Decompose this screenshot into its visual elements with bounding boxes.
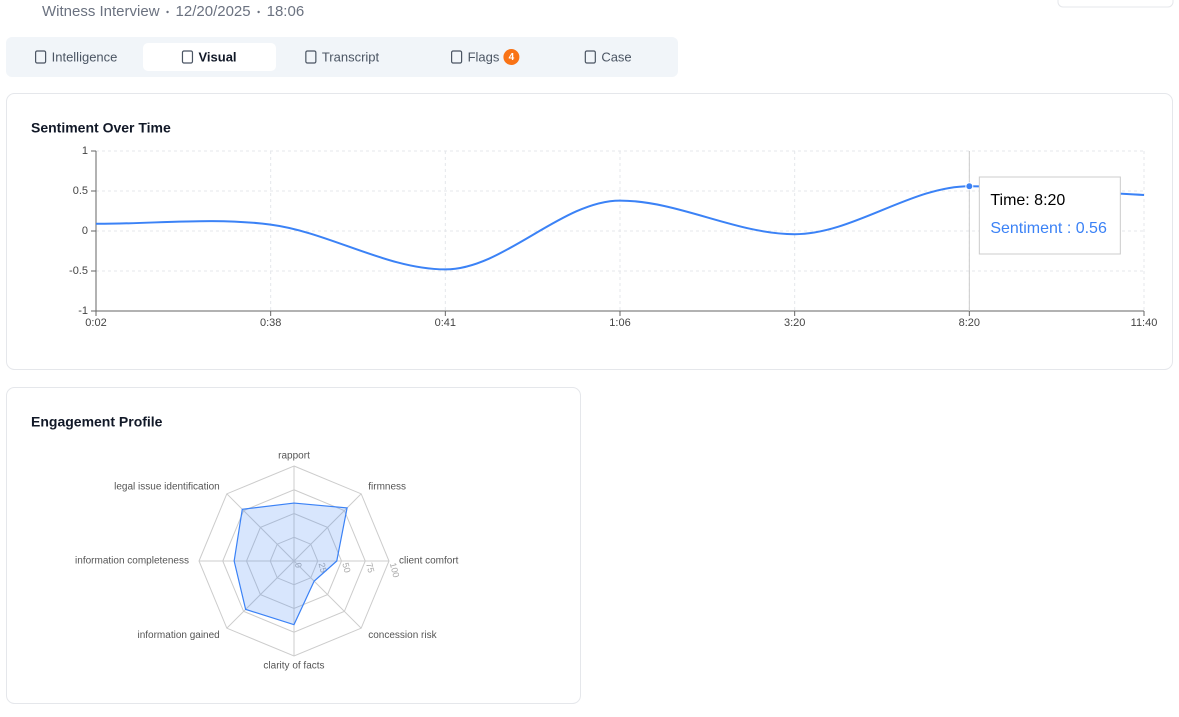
header-meta: 18:06 — [267, 3, 305, 20]
y-tick-label: -1 — [78, 305, 88, 317]
active-dot — [965, 182, 974, 191]
badge-count: 4 — [509, 52, 515, 63]
header-meta: Witness Interview — [42, 3, 160, 20]
x-tick-label: 3:20 — [784, 317, 805, 329]
tab-icon — [35, 50, 47, 64]
x-tick-label: 0:41 — [435, 317, 456, 329]
axis-label: information completeness — [75, 556, 189, 567]
tab-label: Intelligence — [52, 49, 118, 64]
badge — [503, 49, 520, 65]
tab-label: Visual — [198, 49, 236, 64]
radial-tick-label: 100 — [388, 562, 402, 579]
spoke — [293, 560, 362, 629]
radial-tick-label: 75 — [364, 562, 376, 574]
tooltip — [978, 176, 1121, 255]
tab-icon — [181, 50, 194, 64]
axis-label: rapport — [278, 451, 310, 462]
tab-label: Transcript — [322, 49, 380, 64]
axis-label: client comfort — [399, 556, 459, 567]
tab-label: Case — [601, 49, 631, 64]
y-tick-label: 0.5 — [73, 185, 88, 197]
y-tick-label: -0.5 — [69, 265, 88, 277]
x-tick-label: 0:38 — [260, 317, 281, 329]
axis-label: concession risk — [368, 630, 437, 641]
tab-icon — [305, 50, 317, 64]
axis-label: information gained — [137, 630, 219, 641]
card-title: Sentiment Over Time — [31, 120, 171, 136]
axis-label: firmness — [368, 481, 406, 492]
card-title: Engagement Profile — [31, 414, 163, 430]
separator-dot — [166, 10, 169, 14]
tab-icon — [451, 50, 463, 64]
y-tick-label: 0 — [82, 225, 88, 237]
button[interactable] — [1057, 0, 1174, 8]
radar-area — [233, 502, 348, 626]
x-tick-label: 11:40 — [1131, 317, 1158, 329]
spoke — [226, 493, 295, 562]
spoke — [226, 560, 295, 629]
spoke — [293, 493, 362, 562]
axis-label: clarity of facts — [263, 661, 324, 672]
radial-tick-label: 50 — [340, 562, 352, 574]
tooltip-title: Time: 8:20 — [990, 192, 1065, 209]
x-tick-label: 0:02 — [85, 317, 106, 329]
tab-icon — [584, 50, 596, 64]
tooltip-text: Sentiment : 0.56 — [990, 220, 1107, 237]
x-tick-label: 1:06 — [609, 317, 630, 329]
header-meta: 12/20/2025 — [176, 3, 251, 20]
x-tick-label: 8:20 — [959, 317, 980, 329]
separator-dot — [257, 10, 260, 14]
axis-label: legal issue identification — [114, 481, 220, 492]
tab-label: Flags — [468, 49, 500, 64]
y-tick-label: 1 — [82, 145, 88, 157]
tab-active[interactable] — [143, 43, 276, 71]
